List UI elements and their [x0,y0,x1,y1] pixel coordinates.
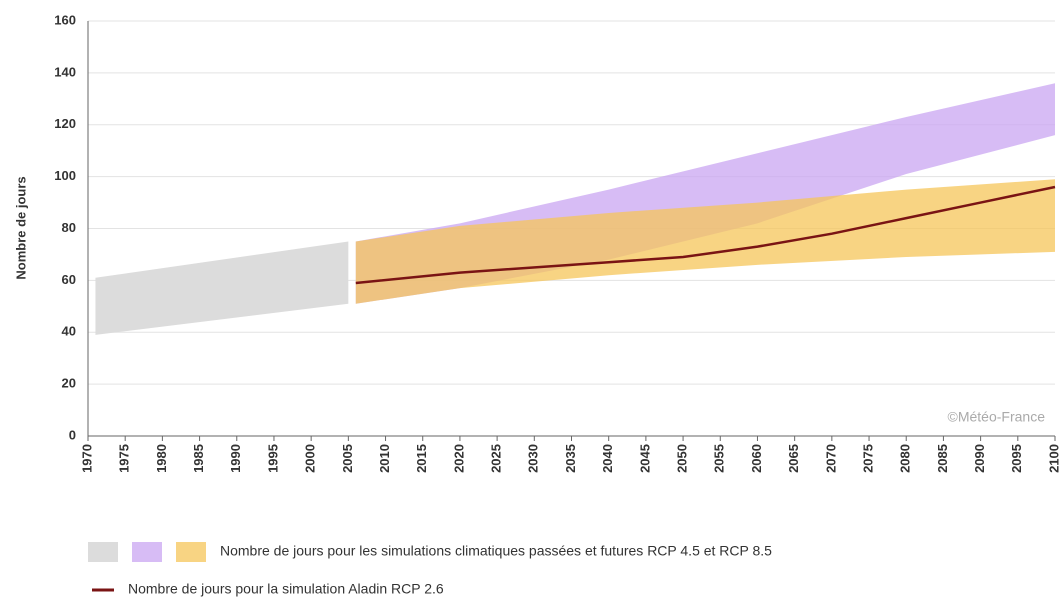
y-tick-label: 100 [54,168,76,183]
x-tick-label: 2035 [563,444,578,473]
x-tick-label: 1995 [265,444,280,473]
x-tick-label: 2005 [340,444,355,473]
x-tick-label: 2010 [377,444,392,473]
y-tick-label: 60 [62,272,76,287]
y-axis-title: Nombre de jours [13,176,28,279]
x-tick-label: 1975 [117,444,132,473]
x-tick-label: 2060 [749,444,764,473]
legend-swatch [176,542,206,562]
x-tick-label: 2045 [637,444,652,473]
x-tick-label: 2090 [972,444,987,473]
x-tick-label: 1985 [191,444,206,473]
x-tick-label: 2020 [451,444,466,473]
band [95,241,349,335]
annotation: ©Météo-France [948,409,1046,425]
x-tick-label: 2025 [489,444,504,473]
x-tick-label: 2075 [860,444,875,473]
x-tick-label: 1990 [228,444,243,473]
x-tick-label: 2070 [823,444,838,473]
y-tick-label: 160 [54,12,76,27]
y-tick-label: 20 [62,376,76,391]
x-tick-label: 2055 [712,444,727,473]
legend-label: Nombre de jours pour la simulation Aladi… [128,581,444,597]
line [355,185,1056,285]
y-tick-label: 0 [69,427,76,442]
x-tick-label: 2050 [675,444,690,473]
x-tick-label: 2015 [414,444,429,473]
x-tick-label: 2100 [1046,444,1060,473]
legend-swatch [132,542,162,562]
legend-swatch [88,542,118,562]
x-tick-label: 2065 [786,444,801,473]
legend-label: Nombre de jours pour les simulations cli… [220,543,772,559]
x-tick-label: 2085 [935,444,950,473]
band [355,179,1055,304]
x-tick-label: 1980 [154,444,169,473]
y-tick-label: 120 [54,116,76,131]
x-tick-label: 2080 [898,444,913,473]
y-tick-label: 40 [62,324,76,339]
y-tick-label: 80 [62,220,76,235]
y-tick-label: 140 [54,64,76,79]
x-tick-label: 2095 [1009,444,1024,473]
x-tick-label: 2040 [600,444,615,473]
x-tick-label: 2030 [526,444,541,473]
x-tick-label: 1970 [79,444,94,473]
x-tick-label: 2000 [303,444,318,473]
